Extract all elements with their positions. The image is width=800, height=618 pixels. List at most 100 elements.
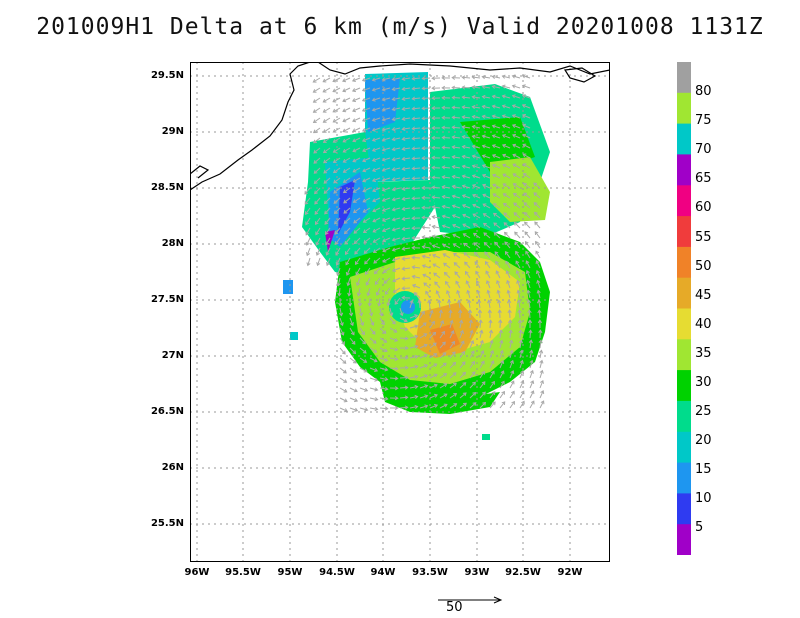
wind-vector (529, 350, 533, 359)
wind-vector-head (462, 242, 467, 247)
wind-vector-head (451, 351, 456, 356)
wind-vector-head (431, 85, 436, 91)
wind-vector (452, 195, 461, 199)
wind-vector-head (481, 381, 486, 386)
wind-vector (469, 381, 476, 389)
wind-vector-head (325, 241, 330, 246)
wind-vector-head (461, 204, 466, 208)
wind-vector (352, 97, 361, 102)
wind-vector (343, 207, 351, 214)
wind-vector (343, 197, 351, 204)
wind-vector-head (401, 146, 406, 151)
wind-vector-head (506, 279, 511, 284)
wind-vector-head (521, 74, 526, 79)
wind-vector-head (527, 309, 532, 314)
wind-vector-head (374, 397, 379, 402)
wind-vector (489, 340, 493, 349)
wind-vector-head (361, 138, 366, 143)
wind-vector (365, 277, 371, 286)
wind-vector-head (514, 231, 518, 236)
wind-vector-head (345, 261, 350, 266)
wind-vector (479, 350, 484, 359)
wind-vector (315, 237, 321, 246)
wind-vector (479, 381, 486, 389)
wind-vector (536, 270, 541, 279)
wind-vector-head (363, 368, 368, 373)
wind-vector-head (342, 179, 347, 183)
wind-vector-head (404, 395, 409, 400)
wind-vector-head (401, 166, 406, 171)
wind-vector-head (391, 127, 396, 132)
wind-vector (462, 204, 471, 209)
wind-vector-head (411, 186, 416, 191)
wind-vector (459, 402, 467, 409)
wind-vector-head (501, 104, 506, 109)
wind-vector (429, 363, 437, 369)
wind-vector-head (423, 333, 428, 338)
wind-vector-head (464, 261, 468, 266)
wind-vector-head (381, 137, 386, 142)
wind-vector (323, 167, 331, 174)
wind-vector (425, 291, 431, 299)
wind-vector (357, 287, 361, 296)
wind-vector-head (353, 240, 358, 245)
wind-vector (362, 137, 371, 142)
wind-vector-head (461, 154, 466, 159)
wind-vector-head (510, 380, 515, 385)
wind-vector (379, 347, 388, 352)
wind-vector (324, 197, 331, 204)
wind-vector-head (381, 187, 386, 192)
wind-vector (452, 175, 461, 179)
wind-vector (449, 330, 454, 339)
wind-vector-head (452, 243, 457, 248)
wind-vector-head (315, 251, 320, 256)
wind-vector (459, 340, 465, 349)
wind-vector-head (394, 366, 399, 371)
wind-vector (512, 144, 521, 149)
wind-vector-head (411, 86, 416, 91)
wind-vector-head (325, 251, 330, 256)
wind-vector-head (506, 299, 512, 304)
wind-vector (392, 247, 401, 251)
wind-vector (522, 94, 531, 99)
wind-vector (445, 281, 451, 289)
wind-vector (392, 157, 401, 161)
wind-vector-head (431, 244, 436, 249)
wind-vector (362, 127, 371, 132)
wind-vector (494, 251, 501, 259)
wind-vector (444, 272, 451, 279)
wind-vector-head (391, 97, 396, 102)
wind-vector-head (313, 139, 317, 144)
wind-vector (432, 196, 441, 199)
wind-vector (314, 177, 321, 184)
wind-vector-head (504, 241, 509, 246)
wind-vector-head (411, 206, 416, 211)
wind-vector-head (374, 368, 379, 372)
wind-vector-head (442, 352, 447, 356)
wind-vector-head (526, 279, 531, 284)
wind-vector (362, 107, 371, 112)
wind-vector-head (362, 198, 367, 203)
wind-vector (519, 350, 523, 359)
wind-vector-head (343, 379, 348, 383)
wind-vector (412, 197, 421, 199)
wind-vector (304, 197, 311, 205)
wind-vector-head (344, 240, 349, 245)
wind-vector (412, 87, 421, 90)
wind-vector-head (516, 289, 521, 294)
wind-vector (525, 260, 531, 269)
wind-vector-head (515, 270, 520, 275)
wind-vector-head (384, 291, 389, 295)
wind-vector (389, 317, 396, 325)
wind-vector (355, 267, 361, 276)
wind-vector (503, 203, 511, 209)
wind-vector (453, 252, 461, 259)
wind-vector-head (326, 262, 330, 267)
wind-vector-head (481, 154, 486, 159)
wind-vector (372, 87, 381, 91)
wind-vector (323, 177, 331, 184)
wind-vector (402, 97, 411, 100)
wind-vector (412, 97, 421, 100)
wind-vector (412, 147, 421, 150)
